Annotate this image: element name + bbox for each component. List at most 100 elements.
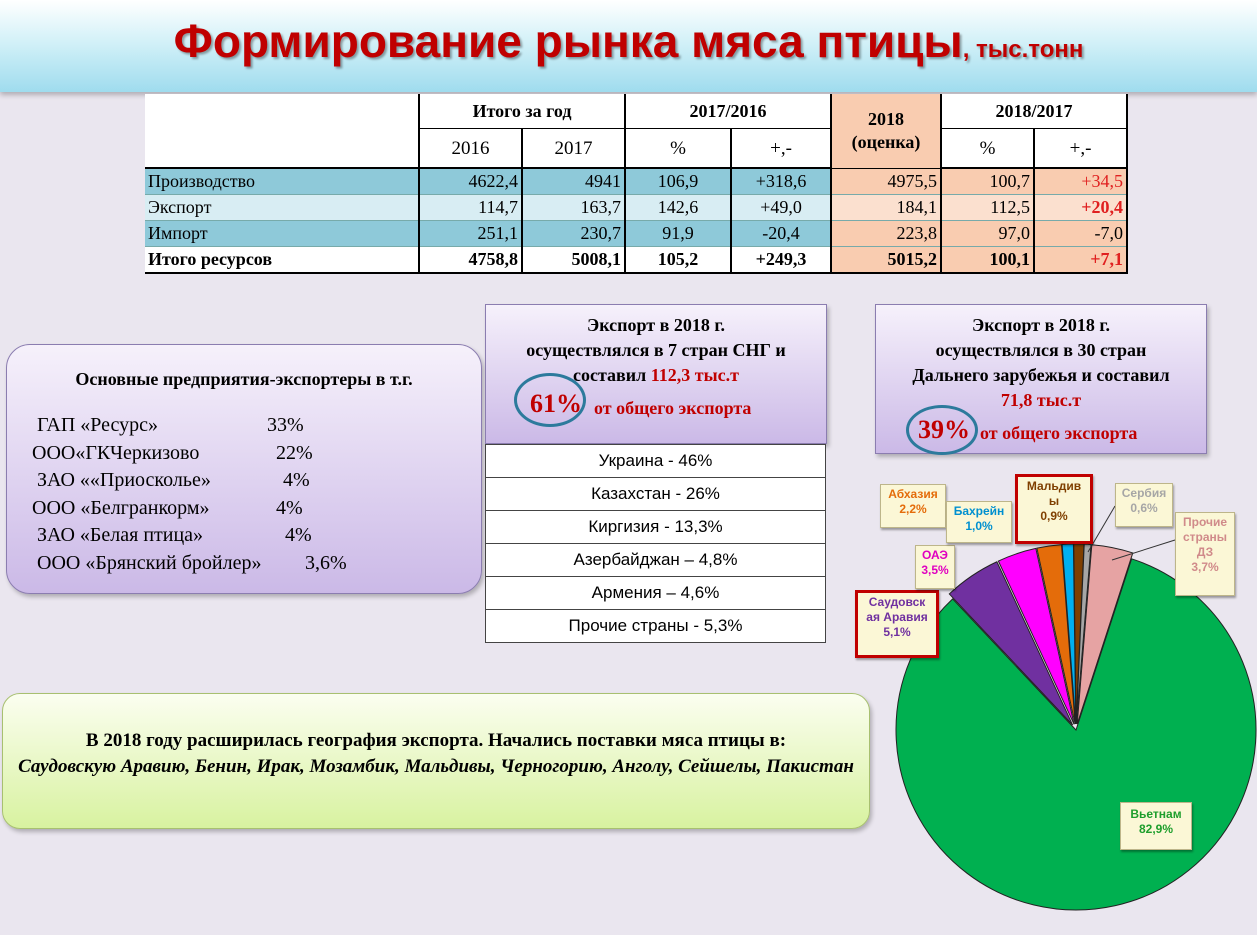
slice-name: Мальдив ы: [1026, 479, 1082, 508]
pie-label-saudi: Саудовск ая Аравия 5,1%: [855, 590, 939, 658]
slice-name: Абхазия: [888, 487, 938, 501]
cell-2017: 5008,1: [522, 246, 627, 274]
pie-slice: [1075, 543, 1092, 725]
subheader-pct2: %: [941, 128, 1036, 169]
pie-slice: [948, 561, 1074, 726]
cis-export-box: Экспорт в 2018 г. осуществлялся в 7 стра…: [485, 304, 827, 444]
subheader-2016: 2016: [419, 128, 523, 169]
far-export-box: Экспорт в 2018 г. осуществлялся в 30 стр…: [875, 304, 1207, 455]
header-estimate: 2018 (оценка): [831, 94, 943, 169]
list-item: Украина - 46%: [485, 444, 826, 478]
slice-name: ОАЭ: [922, 548, 948, 562]
cell-estimate: 184,1: [831, 194, 943, 221]
cell-pm2: +34,5: [1034, 168, 1129, 195]
pie-label-vietnam: Вьетнам 82,9%: [1120, 802, 1192, 850]
cell-pm1: +49,0: [731, 194, 833, 221]
cell-estimate: 223,8: [831, 220, 943, 247]
slice-value: 82,9%: [1138, 822, 1174, 836]
cell-pct1: 105,2: [625, 246, 733, 274]
pie-label-other: Прочие страны ДЗ 3,7%: [1175, 512, 1235, 596]
pie-label-uae: ОАЭ 3,5%: [915, 545, 955, 589]
subheader-pm1: +,-: [731, 128, 833, 169]
cis-line1: Экспорт в 2018 г.: [587, 315, 725, 335]
exporter-share: 3,6%: [305, 552, 347, 574]
slice-name: Вьетнам: [1130, 807, 1182, 821]
exporter-item: ООО«ГКЧеркизово 22%: [32, 442, 313, 465]
list-item: Прочие страны - 5,3%: [485, 610, 826, 643]
row-label: Импорт: [145, 220, 420, 247]
list-item: Казахстан - 26%: [485, 478, 826, 511]
cis-line3: составил 112,3 тыс.т: [486, 365, 826, 386]
slice-value: 3,7%: [1191, 560, 1219, 574]
slice-value: 2,2%: [899, 502, 927, 516]
table-row: Импорт 251,1 230,7 91,9 -20,4 223,8 97,0…: [145, 220, 1129, 247]
exporter-name: ООО «Белгранкорм»: [32, 497, 210, 519]
exporter-share: 33%: [267, 414, 304, 436]
cis-volume: 112,3 тыс.т: [650, 365, 739, 385]
cell-estimate: 4975,5: [831, 168, 943, 195]
subheader-pm2: +,-: [1034, 128, 1129, 169]
slice-value: 0,6%: [1130, 501, 1158, 515]
cis-pct-circle: [514, 373, 586, 427]
slice-name: Прочие страны ДЗ: [1182, 515, 1228, 559]
cell-pm1: +318,6: [731, 168, 833, 195]
far-volume: 71,8 тыс.т: [1000, 390, 1082, 410]
subheader-pct1: %: [625, 128, 733, 169]
market-table: Итого за год 2017/2016 2018 (оценка) 2018…: [145, 94, 1129, 274]
exporter-share: 4%: [276, 497, 303, 519]
geography-box: В 2018 году расширилась география экспор…: [2, 693, 870, 829]
cell-pm2: -7,0: [1034, 220, 1129, 247]
slice-value: 1,0%: [965, 519, 993, 533]
cell-pm2: +7,1: [1034, 246, 1129, 274]
far-line3: Дальнего зарубежья и составил: [912, 365, 1170, 385]
pie-label-serbia: Сербия 0,6%: [1115, 483, 1173, 527]
exporters-box: Основные предприятия-экспортеры в т.г. Г…: [6, 344, 482, 594]
cis-line3-text: составил: [573, 365, 651, 385]
cell-pct2: 100,7: [941, 168, 1036, 195]
header-estimate-label: (оценка): [851, 131, 921, 152]
row-label: Экспорт: [145, 194, 420, 221]
header-ratio-2017-2016: 2017/2016: [625, 94, 833, 129]
row-label: Итого ресурсов: [145, 246, 420, 274]
far-line1: Экспорт в 2018 г.: [972, 315, 1110, 335]
leader-line: [1111, 539, 1176, 561]
slice-name: Сербия: [1121, 486, 1167, 500]
table-row-total: Итого ресурсов 4758,8 5008,1 105,2 +249,…: [145, 246, 1129, 274]
cell-pm2: +20,4: [1034, 194, 1129, 221]
pie-slice: [997, 547, 1075, 725]
slice-value: 5,1%: [883, 625, 911, 639]
exporter-item: ООО «Брянский бройлер» 3,6%: [37, 552, 347, 575]
title-unit: , тыс.тонн: [962, 36, 1084, 63]
far-of-total: от общего экспорта: [980, 423, 1138, 443]
far-pct: 39%: [918, 415, 970, 444]
cis-country-list: Украина - 46% Казахстан - 26% Киргизия -…: [485, 444, 826, 643]
cell-pm1: +249,3: [731, 246, 833, 274]
exporter-share: 4%: [283, 469, 310, 491]
cell-pct1: 142,6: [625, 194, 733, 221]
far-pct-circle: [906, 405, 978, 455]
title-bar: [0, 0, 1257, 92]
exporter-name: ООО«ГКЧеркизово: [32, 442, 200, 464]
pie-label-abkhazia: Абхазия 2,2%: [880, 484, 946, 528]
cell-2017: 163,7: [522, 194, 627, 221]
pie-slice: [1036, 544, 1076, 725]
table-row: Производство 4622,4 4941 106,9 +318,6 49…: [145, 168, 1129, 195]
header-ratio-2018-2017: 2018/2017: [941, 94, 1129, 129]
exporter-item: ГАП «Ресурс» 33%: [37, 414, 304, 437]
far-line2: осуществлялся в 30 стран: [935, 340, 1147, 360]
header-estimate-year: 2018: [868, 108, 905, 129]
cell-pct2: 100,1: [941, 246, 1036, 274]
exporter-item: ЗАО ««Приосколье» 4%: [37, 469, 310, 492]
cell-estimate: 5015,2: [831, 246, 943, 274]
exporter-item: ЗАО «Белая птица» 4%: [37, 524, 312, 547]
page-title: Формирование рынка мяса птицы, тыс.тонн: [0, 14, 1257, 68]
cis-of-total: от общего экспорта: [594, 398, 752, 418]
cell-2016: 4622,4: [419, 168, 523, 195]
row-label: Производство: [145, 168, 420, 195]
cell-pct1: 91,9: [625, 220, 733, 247]
table-corner-cell: [145, 94, 420, 169]
cell-2017: 230,7: [522, 220, 627, 247]
list-item: Азербайджан – 4,8%: [485, 544, 826, 577]
pie-label-maldives: Мальдив ы 0,9%: [1015, 474, 1093, 544]
